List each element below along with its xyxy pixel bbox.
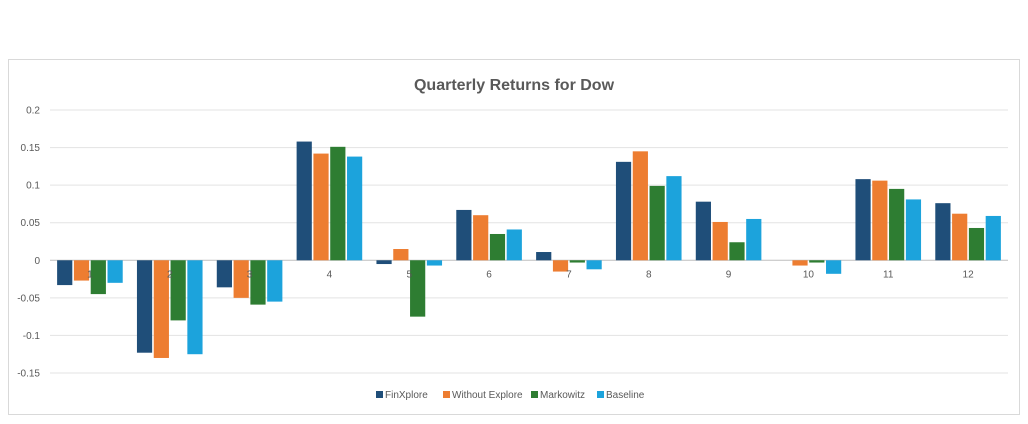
bar-markowitz	[90, 260, 106, 295]
x-tick-label: 11	[883, 269, 894, 280]
bar-markowitz	[649, 185, 665, 261]
x-tick-label: 6	[486, 269, 492, 280]
bar-markowitz	[729, 242, 745, 261]
bar-markowitz	[250, 260, 266, 305]
x-tick-label: 8	[646, 269, 652, 280]
bar-finxplore	[57, 260, 73, 286]
bar-finxplore	[296, 141, 312, 261]
x-tick-label: 12	[963, 269, 975, 280]
y-tick-label: 0	[34, 256, 40, 267]
legend: FinXplore Without Explore Markowitz Baselin…	[376, 390, 645, 401]
y-tick-label: 0.15	[21, 143, 41, 154]
bar-finxplore	[456, 209, 472, 261]
bar-finxplore	[855, 179, 871, 261]
x-tick-label: 3	[247, 269, 253, 280]
bar-finxplore	[376, 260, 392, 265]
bar-finxplore	[615, 161, 632, 261]
bar-without-explore	[393, 249, 409, 261]
legend-swatch	[597, 391, 604, 398]
y-axis-ticks: 0.2 0.15 0.1 0.05 0 -0.05 -0.1 -0.15	[17, 106, 40, 380]
bar-without-explore	[313, 153, 329, 261]
legend-label: FinXplore	[385, 390, 428, 401]
legend-label: Markowitz	[540, 390, 585, 401]
bar-baseline	[586, 260, 602, 270]
bar-markowitz	[170, 260, 186, 321]
legend-label: Baseline	[606, 390, 645, 401]
legend-swatch	[443, 391, 450, 398]
bar-finxplore	[216, 260, 232, 288]
bar-baseline	[826, 260, 842, 274]
bar-without-explore	[473, 215, 489, 261]
bar-markowitz	[330, 146, 346, 261]
bar-without-explore	[872, 180, 888, 261]
legend-swatch	[531, 391, 538, 398]
x-tick-label: 7	[566, 269, 572, 280]
y-tick-label: -0.05	[17, 293, 40, 304]
bar-baseline	[187, 260, 203, 355]
bar-baseline	[746, 218, 762, 261]
bar-baseline	[347, 156, 363, 261]
bar-markowitz	[410, 260, 426, 317]
bar-without-explore	[712, 221, 728, 261]
x-axis-ticks: 1 2 3 4 5 6 7 8 9 10 11 12	[87, 269, 974, 280]
x-tick-label: 9	[726, 269, 732, 280]
bar-finxplore	[136, 260, 153, 353]
bar-markowitz	[889, 188, 905, 261]
bar-baseline	[426, 260, 443, 266]
bar-without-explore	[153, 260, 169, 358]
x-tick-label: 2	[167, 269, 173, 280]
y-tick-label: 0.05	[21, 218, 41, 229]
bar-baseline	[267, 260, 283, 302]
gridlines	[50, 109, 1008, 374]
bar-finxplore	[536, 252, 552, 261]
x-tick-label: 1	[87, 269, 93, 280]
x-tick-label: 5	[406, 269, 412, 280]
x-tick-label: 4	[327, 269, 333, 280]
legend-label: Without Explore	[452, 390, 523, 401]
bar-baseline	[666, 176, 682, 261]
bar-markowitz	[489, 233, 506, 261]
chart-title: Quarterly Returns for Dow	[414, 77, 615, 94]
legend-swatch	[376, 391, 383, 398]
bar-baseline	[107, 260, 123, 283]
bar-without-explore	[632, 151, 648, 261]
bars	[57, 141, 1001, 358]
y-tick-label: 0.1	[26, 181, 40, 192]
bar-baseline	[905, 199, 922, 261]
bar-baseline	[506, 229, 522, 261]
x-tick-label: 10	[803, 269, 815, 280]
bar-finxplore	[935, 203, 951, 261]
y-tick-label: -0.1	[23, 331, 41, 342]
bar-markowitz	[569, 260, 585, 263]
bar-without-explore	[73, 260, 90, 281]
bar-without-explore	[233, 260, 249, 298]
bar-without-explore	[792, 260, 808, 266]
y-tick-label: 0.2	[26, 106, 40, 117]
bar-baseline	[985, 215, 1001, 261]
bar-markowitz	[809, 260, 825, 263]
bar-without-explore	[552, 260, 569, 272]
bar-without-explore	[952, 213, 968, 261]
bar-finxplore	[695, 201, 711, 261]
bar-markowitz	[968, 227, 985, 261]
y-tick-label: -0.15	[17, 369, 40, 380]
